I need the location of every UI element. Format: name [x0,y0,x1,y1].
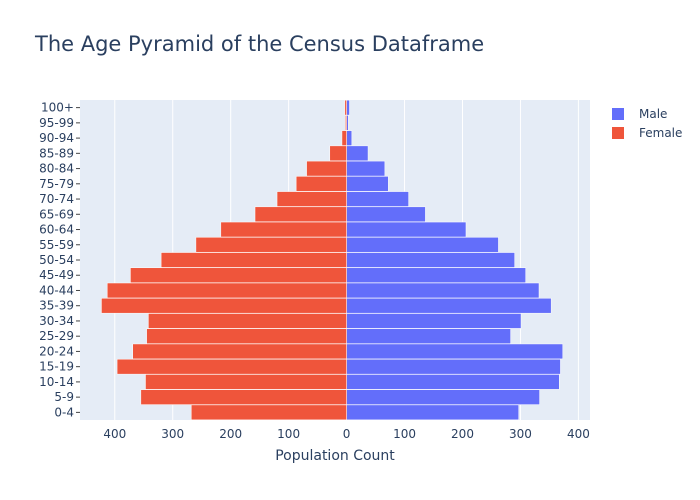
bar-female[interactable] [306,160,347,177]
x-tick-label: 200 [219,427,242,441]
bar-female[interactable] [344,99,347,116]
y-tick-label: 45-49 [39,268,74,282]
bar-male[interactable] [346,343,564,360]
y-tick-label: 20-24 [39,344,74,358]
bar-male[interactable] [346,328,511,344]
bar-male[interactable] [346,267,526,283]
bar-female[interactable] [106,282,347,299]
bar-male[interactable] [346,313,522,329]
bar-female[interactable] [116,358,347,375]
legend-swatch-female [612,127,624,139]
y-tick-label: 55-59 [39,238,74,252]
y-tick-label: 80-84 [39,162,74,176]
bar-female[interactable] [101,297,347,314]
bar-male[interactable] [346,282,540,299]
bar-male[interactable] [346,237,499,253]
bar-male[interactable] [346,130,353,146]
y-tick-label: 40-44 [39,283,74,297]
bar-female[interactable] [254,206,347,223]
bar-male[interactable] [346,389,540,405]
bar-female[interactable] [140,389,347,405]
x-tick-labels: 400 300 200 100 0 100 200 300 400 [103,427,590,441]
bar-male[interactable] [346,145,369,162]
x-tick-label: 400 [103,427,126,441]
bar-female[interactable] [145,374,347,390]
legend: Male Female [612,107,682,140]
y-tick-label: 30-34 [39,314,74,328]
bar-male[interactable] [346,206,426,223]
legend-item-male[interactable]: Male [612,107,667,121]
bar-male[interactable] [346,297,552,314]
bar-male[interactable] [346,221,467,238]
x-tick-label: 0 [343,427,351,441]
y-tick-label: 100+ [41,101,74,115]
bar-female[interactable] [276,191,347,207]
y-tick-label: 15-19 [39,360,74,374]
y-tick-label: 50-54 [39,253,74,267]
bar-female[interactable] [195,237,347,253]
y-tick-label: 70-74 [39,192,74,206]
legend-label-female: Female [639,126,682,140]
bar-male[interactable] [346,99,350,116]
legend-swatch-male [612,108,624,120]
bar-male[interactable] [346,358,561,375]
bar-male[interactable] [346,191,409,207]
bar-male[interactable] [346,374,560,390]
y-tick-label: 85-89 [39,146,74,160]
bar-female[interactable] [341,130,347,146]
y-tick-label: 10-14 [39,375,74,389]
bar-female[interactable] [146,328,347,344]
bar-female[interactable] [132,343,347,360]
x-tick-label: 200 [451,427,474,441]
bars [101,99,564,421]
bar-female[interactable] [220,221,347,238]
bar-female[interactable] [345,115,347,131]
bar-female[interactable] [329,145,347,162]
y-tick-label: 60-64 [39,223,74,237]
y-tick-label: 90-94 [39,131,74,145]
x-tick-label: 400 [567,427,590,441]
y-tick-label: 65-69 [39,207,74,221]
y-tick-label: 35-39 [39,299,74,313]
chart-title: The Age Pyramid of the Census Dataframe [34,32,484,56]
x-tick-label: 300 [509,427,532,441]
x-tick-label: 100 [393,427,416,441]
y-tick-label: 75-79 [39,177,74,191]
legend-item-female[interactable]: Female [612,126,682,140]
bar-female[interactable] [148,313,347,329]
x-tick-label: 300 [161,427,184,441]
y-tick-label: 95-99 [39,116,74,130]
bar-male[interactable] [346,176,389,192]
bar-male[interactable] [346,160,386,177]
legend-label-male: Male [639,107,667,121]
bar-female[interactable] [191,404,347,421]
bar-male[interactable] [346,404,519,421]
bar-female[interactable] [295,176,347,192]
x-axis-title: Population Count [275,448,395,464]
y-tick-label: 0-4 [54,405,74,419]
y-tick-label: 25-29 [39,329,74,343]
y-tick-label: 5-9 [54,390,74,404]
bar-female[interactable] [130,267,347,283]
bar-male[interactable] [346,252,515,268]
bar-female[interactable] [160,252,347,268]
x-tick-label: 100 [277,427,300,441]
bar-male[interactable] [346,115,349,131]
